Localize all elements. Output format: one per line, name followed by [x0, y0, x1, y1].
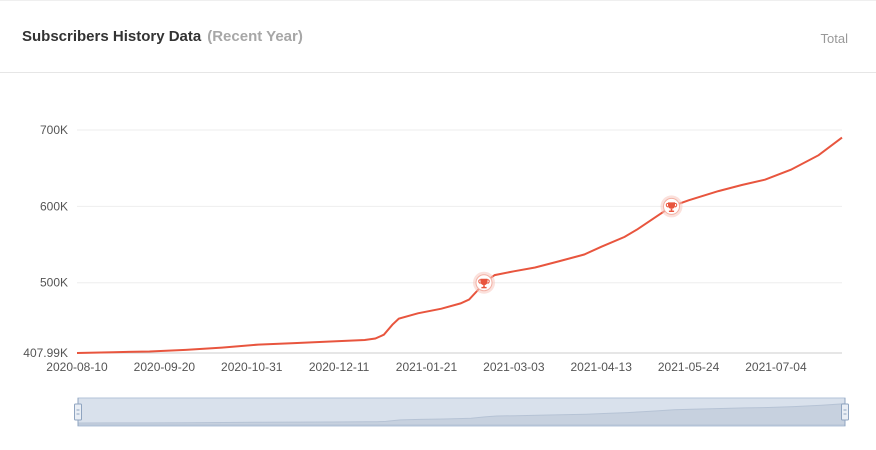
- chart-subtitle: (Recent Year): [207, 28, 303, 45]
- chart-title-group: Subscribers History Data (Recent Year): [22, 28, 303, 45]
- x-tick-label: 2021-05-24: [658, 360, 720, 374]
- milestone-markers: [473, 195, 683, 294]
- card-header: Subscribers History Data (Recent Year) To…: [0, 1, 876, 73]
- x-tick-label: 2020-10-31: [221, 360, 283, 374]
- y-axis-labels: 407.99K 500K 600K 700K: [23, 123, 68, 360]
- x-tick-label: 2021-03-03: [483, 360, 545, 374]
- y-tick-label: 600K: [40, 199, 68, 213]
- x-tick-label: 2020-12-11: [309, 360, 370, 374]
- grid-lines: [77, 129, 842, 354]
- y-tick-label: 700K: [40, 123, 68, 137]
- slider-preview-area: [77, 403, 846, 426]
- trophy-icon[interactable]: [660, 195, 683, 218]
- slider-handle-left[interactable]: [74, 398, 82, 426]
- x-tick-label: 2020-08-10: [46, 360, 108, 374]
- trophy-icon[interactable]: [473, 271, 495, 294]
- chart-title: Subscribers History Data: [22, 28, 202, 45]
- subscribers-series-line: [76, 136, 843, 354]
- y-tick-label: 500K: [40, 276, 68, 290]
- y-tick-label: 407.99K: [23, 346, 68, 360]
- x-tick-label: 2021-07-04: [745, 360, 807, 374]
- x-tick-label: 2021-01-21: [396, 360, 458, 374]
- x-tick-label: 2021-04-13: [571, 360, 633, 374]
- x-axis-labels: 2020-08-10 2020-09-20 2020-10-31 2020-12-11…: [46, 360, 807, 374]
- x-tick-label: 2020-09-20: [134, 360, 196, 374]
- range-slider[interactable]: [74, 397, 849, 427]
- total-link[interactable]: Total: [820, 31, 848, 46]
- slider-handle-right[interactable]: [841, 398, 849, 426]
